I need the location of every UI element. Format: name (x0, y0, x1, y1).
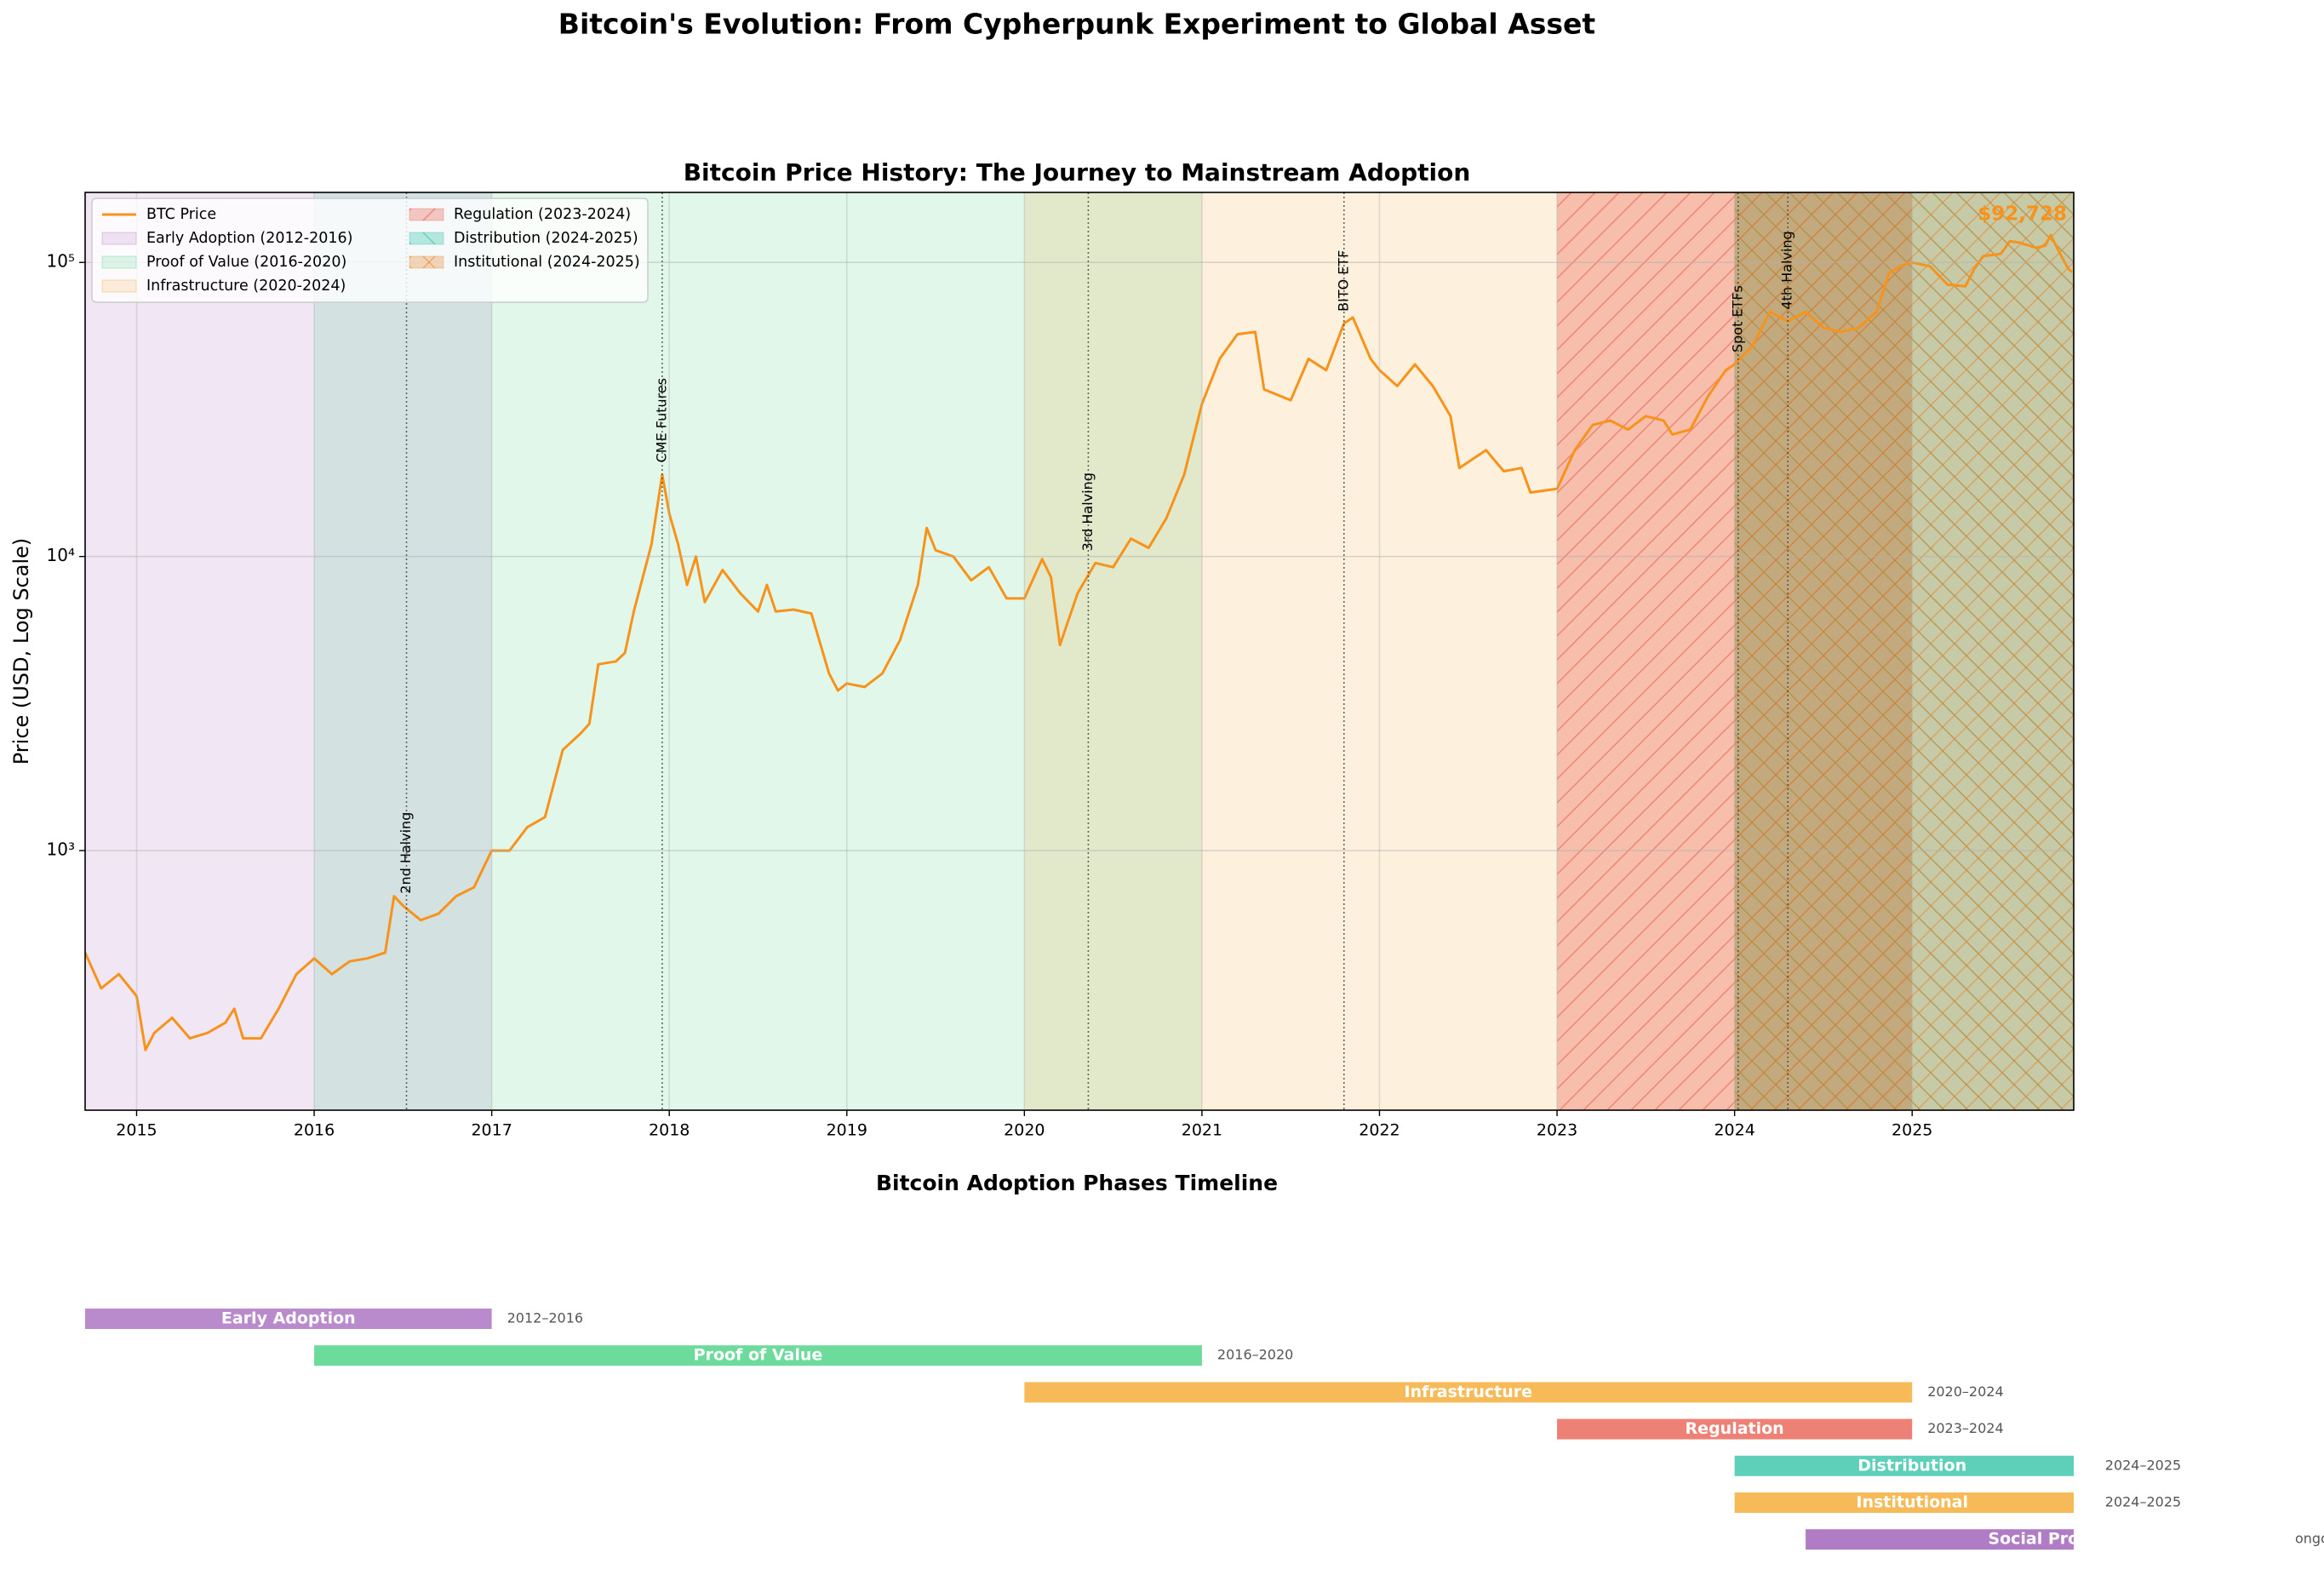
phase-name: Infrastructure (1405, 1383, 1532, 1401)
legend-swatch (101, 232, 137, 245)
figure-title: Bitcoin's Evolution: From Cypherpunk Exp… (558, 8, 1596, 41)
x-tick-label: 2018 (649, 1121, 690, 1140)
y-tick-label: 10³ (47, 839, 75, 860)
x-tick-label: 2015 (116, 1121, 157, 1140)
x-tick-label: 2022 (1359, 1121, 1400, 1140)
legend-swatch (101, 279, 137, 293)
phase-name: Social Proof (1988, 1530, 2098, 1549)
phase-name: Regulation (1686, 1419, 1784, 1438)
axes-frame (84, 192, 2075, 1111)
phase-name: Early Adoption (221, 1309, 356, 1328)
phase-bar (85, 1309, 492, 1329)
timeline-area: Early Adoption Proof of Value Infrastructu… (85, 1309, 2098, 1550)
event-label: BITO ETF (1335, 250, 1351, 312)
x-tick-label: 2019 (827, 1121, 867, 1140)
phase-period: 2024–2025 (2105, 1494, 2181, 1510)
timeline-title: Bitcoin Adoption Phases Timeline (876, 1171, 1278, 1195)
phase-bar (1024, 1382, 1913, 1403)
phase-period: 2012–2016 (507, 1310, 583, 1326)
phase-bar (1734, 1455, 2074, 1476)
plot-area (85, 192, 2074, 1110)
legend-label: Infrastructure (2020-2024) (146, 278, 346, 295)
phase-hatch (1734, 192, 2074, 1110)
y-tick-label: 10⁴ (47, 545, 75, 565)
phase-bar (1557, 1418, 1913, 1440)
price-annotation: $92,728 (1978, 203, 2067, 226)
x-tick-label: 2021 (1182, 1121, 1222, 1140)
phase-name: Proof of Value (694, 1346, 823, 1365)
event-label: Spot ETFs (1729, 285, 1745, 352)
event-label: 2nd Halving (398, 812, 414, 894)
phase-period: 2023–2024 (1927, 1420, 2003, 1436)
legend-label: Institutional (2024-2025) (454, 254, 640, 271)
legend-hatch (409, 209, 444, 221)
legend-box (91, 198, 649, 303)
phase-span (314, 192, 1202, 1110)
legend-hatch (409, 256, 444, 268)
y-tick-label: 10⁵ (47, 251, 75, 272)
legend-swatch (101, 255, 137, 269)
x-tick-label: 2024 (1714, 1121, 1754, 1140)
legend-label: Distribution (2024-2025) (454, 230, 638, 247)
phase-span (85, 192, 492, 1110)
phase-period: ongoing (2295, 1531, 2324, 1547)
phase-bar (1806, 1529, 2074, 1550)
x-tick-label: 2017 (471, 1121, 512, 1140)
x-tick-label: 2016 (294, 1121, 335, 1140)
phase-name: Distribution (1857, 1456, 1966, 1475)
y-axis-label: Price (USD, Log Scale) (9, 538, 33, 765)
x-tick-label: 2025 (1892, 1121, 1932, 1140)
phase-period: 2020–2024 (1927, 1383, 2003, 1400)
x-tick-label: 2023 (1537, 1121, 1577, 1140)
legend-label: BTC Price (146, 206, 216, 223)
legend-label: Early Adoption (2012-2016) (146, 230, 352, 247)
legend-label: Proof of Value (2016-2020) (146, 254, 346, 271)
event-label: CME Futures (653, 378, 669, 462)
legend-hatch (409, 232, 444, 244)
phase-name: Institutional (1856, 1493, 1968, 1512)
event-label: 3rd Halving (1079, 473, 1096, 551)
phase-bar (314, 1345, 1202, 1366)
x-tick-label: 2020 (1004, 1121, 1045, 1140)
chart-title: Bitcoin Price History: The Journey to Ma… (684, 158, 1471, 186)
phase-period: 2016–2020 (1217, 1347, 1293, 1363)
phase-period: 2024–2025 (2105, 1457, 2181, 1473)
event-label: 4th Halving (1779, 231, 1795, 309)
phase-bar (1734, 1492, 2074, 1513)
legend-label: Regulation (2023-2024) (454, 206, 631, 223)
